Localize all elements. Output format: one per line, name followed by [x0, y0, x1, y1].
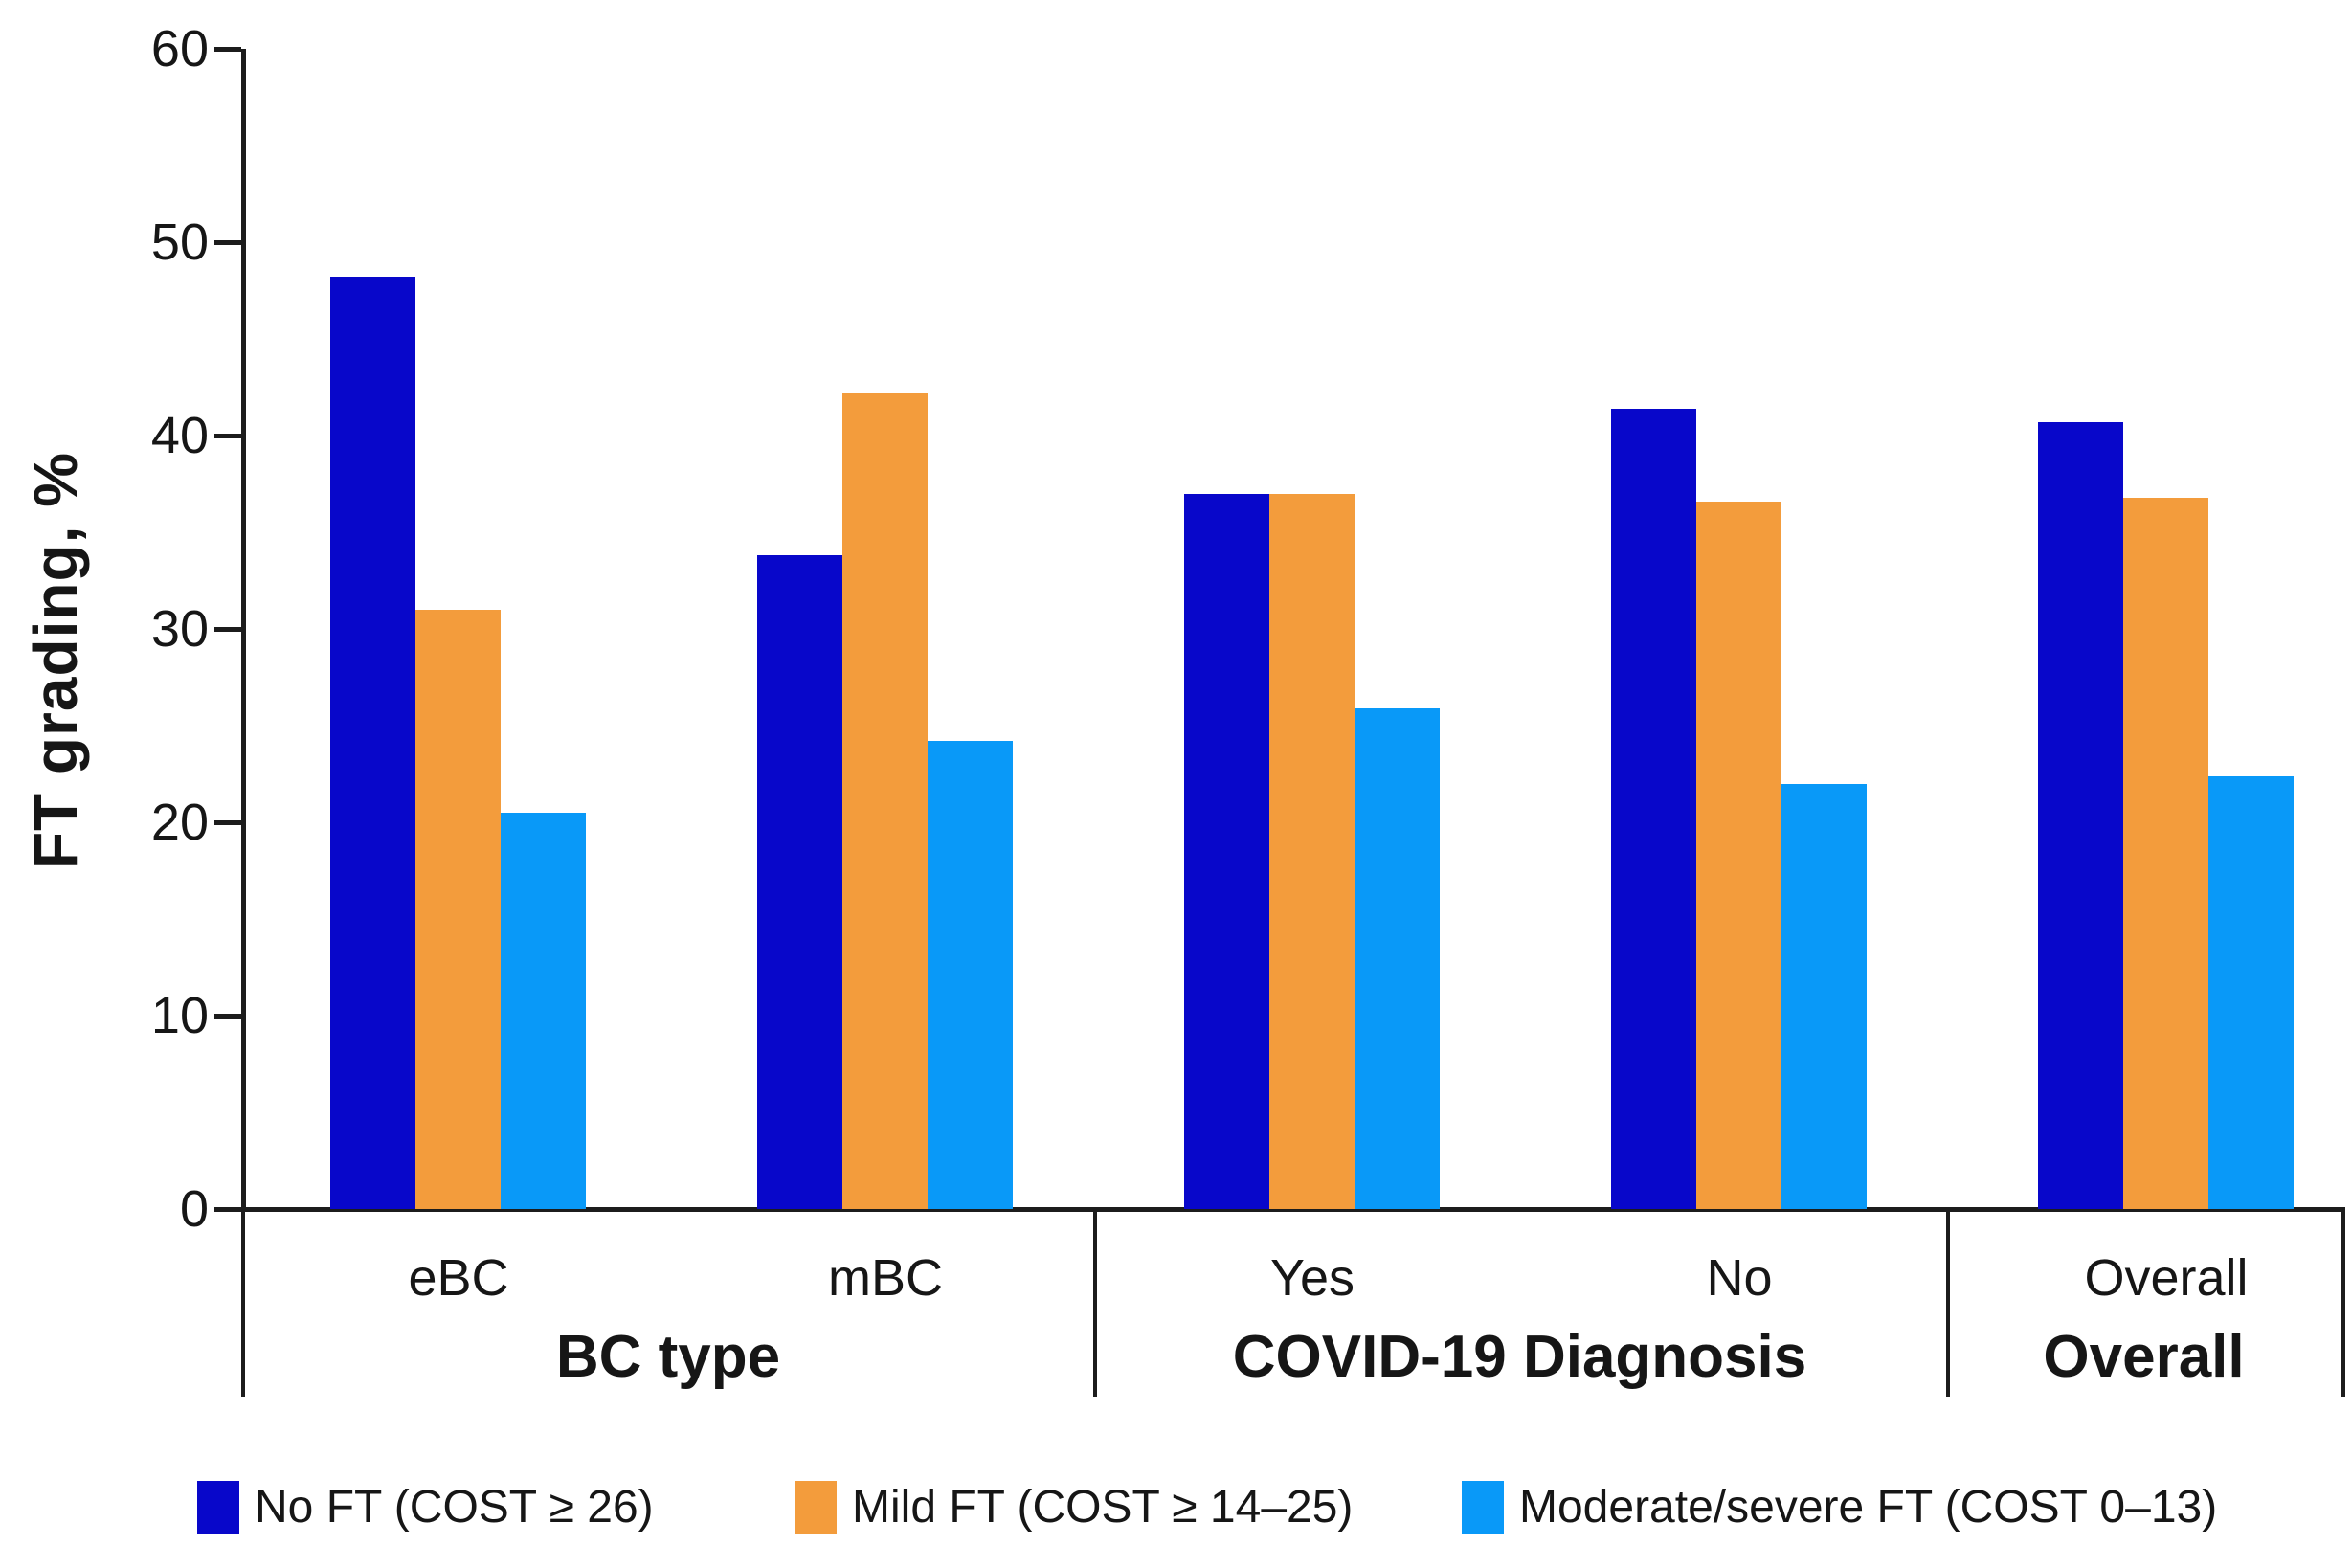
group-title-bc-type: BC type: [555, 1324, 781, 1390]
legend-label-moderate-severe-ft: Moderate/severe FT (COST 0–13): [1519, 1482, 2218, 1533]
y-axis-line: [241, 49, 246, 1209]
y-tick-label-0: 0: [179, 1180, 209, 1238]
legend-label-no-ft: No FT (COST ≥ 26): [255, 1482, 654, 1533]
category-label-mbc: mBC: [828, 1249, 943, 1307]
x-axis-line: [241, 1207, 2345, 1212]
y-tick-label-60: 60: [150, 20, 209, 78]
bar-ebc-mild-ft: [415, 609, 501, 1209]
y-tick-mark-60: [214, 47, 241, 52]
y-tick-label-20: 20: [150, 794, 209, 851]
bar-mbc-mild-ft: [842, 392, 928, 1209]
bar-yes-mild-ft: [1269, 493, 1355, 1209]
group-divider-2: [1946, 1209, 1950, 1397]
y-tick-mark-20: [214, 820, 241, 825]
y-tick-mark-0: [214, 1207, 241, 1212]
legend-item-moderate-severe-ft: Moderate/severe FT (COST 0–13): [1462, 1478, 2217, 1537]
group-divider-1: [1093, 1209, 1097, 1397]
bar-ebc-no-ft: [330, 277, 415, 1209]
group-divider-3: [2341, 1209, 2345, 1397]
group-title-overall: Overall: [2043, 1324, 2245, 1390]
bar-yes-no-ft: [1184, 493, 1269, 1209]
bar-mbc-no-ft: [757, 555, 842, 1209]
y-tick-mark-50: [214, 240, 241, 245]
category-label-ebc: eBC: [408, 1249, 509, 1307]
category-label-no: No: [1706, 1249, 1773, 1307]
legend-swatch-mild-ft: [795, 1481, 837, 1534]
category-label-yes: Yes: [1269, 1249, 1355, 1307]
bar-mbc-moderate-severe-ft: [928, 741, 1013, 1209]
legend-item-mild-ft: Mild FT (COST ≥ 14–25): [795, 1478, 1353, 1537]
category-label-overall: Overall: [2084, 1249, 2249, 1307]
bar-overall-no-ft: [2038, 421, 2123, 1209]
bar-no-moderate-severe-ft: [1781, 783, 1867, 1209]
y-tick-label-30: 30: [150, 600, 209, 658]
group-title-covid-19-diagnosis: COVID-19 Diagnosis: [1232, 1324, 1807, 1390]
legend-swatch-no-ft: [197, 1481, 239, 1534]
y-tick-mark-40: [214, 434, 241, 438]
y-tick-mark-10: [214, 1014, 241, 1019]
group-divider-0: [241, 1209, 245, 1397]
bar-overall-mild-ft: [2123, 497, 2208, 1209]
y-tick-label-10: 10: [150, 987, 209, 1044]
y-tick-label-50: 50: [150, 213, 209, 271]
bar-overall-moderate-severe-ft: [2208, 775, 2294, 1209]
bar-no-mild-ft: [1696, 501, 1781, 1209]
bar-ebc-moderate-severe-ft: [501, 812, 586, 1209]
bar-yes-moderate-severe-ft: [1355, 707, 1440, 1209]
legend-item-no-ft: No FT (COST ≥ 26): [197, 1478, 654, 1537]
legend-swatch-moderate-severe-ft: [1462, 1481, 1504, 1534]
y-tick-mark-30: [214, 627, 241, 632]
y-tick-label-40: 40: [150, 407, 209, 464]
legend-label-mild-ft: Mild FT (COST ≥ 14–25): [852, 1482, 1354, 1533]
bar-no-no-ft: [1611, 408, 1696, 1209]
